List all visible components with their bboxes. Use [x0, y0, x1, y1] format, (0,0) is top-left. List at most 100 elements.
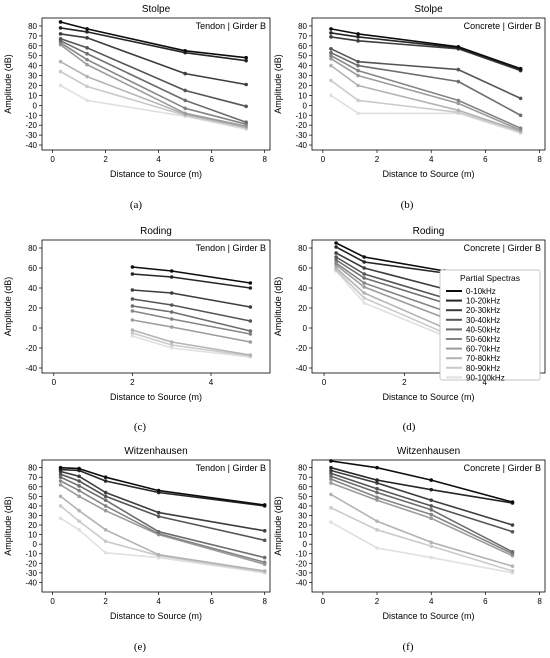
x-tick-label: 4 [156, 597, 161, 606]
data-point [429, 498, 434, 502]
y-axis-label: Amplitude (dB) [3, 54, 13, 114]
y-tick-label: 0 [33, 101, 38, 110]
series-line-90-100kHz [330, 521, 513, 574]
data-point [58, 494, 63, 499]
y-tick-label: 70 [28, 32, 37, 41]
x-tick-label: 0 [321, 155, 326, 164]
x-tick-label: 6 [483, 597, 488, 606]
x-tick-label: 2 [375, 155, 380, 164]
data-point [456, 98, 461, 103]
data-point [356, 68, 360, 73]
legend-box [439, 269, 541, 381]
data-point [156, 510, 161, 515]
y-axis-label: Amplitude (dB) [273, 496, 283, 556]
x-tick-label: 8 [262, 597, 267, 606]
data-point [510, 500, 515, 504]
y-tick-label: -40 [295, 141, 307, 150]
data-point [156, 529, 161, 534]
data-point [77, 484, 81, 488]
data-point [103, 550, 108, 555]
data-point [262, 528, 267, 533]
data-point [329, 477, 333, 481]
y-tick-label: -10 [295, 111, 307, 120]
data-point [85, 62, 89, 67]
data-point [329, 56, 333, 61]
axes-frame [311, 459, 546, 593]
data-point [375, 465, 379, 470]
data-point [262, 538, 267, 543]
data-point [85, 98, 89, 103]
y-tick-label: -40 [25, 364, 37, 373]
data-point [362, 291, 367, 295]
y-tick-label: 50 [298, 52, 307, 61]
series-line-0-10kHz [330, 28, 521, 70]
data-point [58, 504, 63, 508]
data-point [77, 528, 81, 532]
series-line-40-50kHz [330, 475, 513, 553]
data-point [58, 69, 63, 74]
data-point [169, 317, 174, 321]
annotation-label: Tendon | Girder B [196, 21, 266, 31]
y-tick-label: 10 [298, 91, 307, 100]
data-point [248, 319, 253, 323]
series-line-20-30kHz [330, 469, 513, 526]
x-tick-label: 2 [402, 378, 407, 387]
annotation-label: Concrete | Girder B [464, 243, 541, 253]
data-point [77, 479, 81, 483]
series-line-70-80kHz [330, 493, 513, 567]
data-point [248, 332, 253, 336]
series-line-20-30kHz [60, 33, 247, 86]
y-tick-label: 30 [298, 511, 307, 520]
data-point [58, 20, 63, 24]
chart-title: Witzenhausen [124, 446, 187, 457]
data-point [262, 503, 267, 507]
x-tick-label: 0 [50, 155, 55, 164]
legend-entry: 10-20kHz [466, 297, 500, 306]
data-point [77, 494, 81, 499]
data-point [248, 340, 253, 344]
series-line-70-80kHz [60, 61, 247, 128]
data-point [169, 346, 174, 350]
legend: Partial Spectras 0-10kHz10-20kHz20-30kHz3… [439, 269, 541, 382]
data-point [103, 504, 108, 508]
data-point [58, 483, 63, 487]
y-tick-label: -10 [25, 111, 37, 120]
series-line-0-10kHz [330, 460, 513, 503]
data-point [329, 465, 333, 470]
y-tick-label: 40 [298, 62, 307, 71]
annotation-label: Tendon | Girder B [196, 243, 266, 253]
y-tick-label: 20 [298, 81, 307, 90]
data-point [510, 523, 515, 527]
data-point [130, 265, 135, 269]
series-line-90-100kHz [60, 517, 265, 574]
panel-caption: (c) [134, 421, 147, 433]
x-tick-label: 8 [537, 597, 542, 606]
data-point [510, 564, 515, 568]
y-tick-label: 80 [28, 22, 37, 31]
y-tick-label: -20 [295, 121, 307, 130]
x-tick-label: 6 [483, 155, 488, 164]
axes-frame [41, 17, 271, 151]
y-tick-label: -30 [25, 131, 37, 140]
chart-panel-e: Witzenhausen Tendon | Girder B -40-30-20-1… [3, 446, 271, 621]
y-tick-label: 40 [298, 284, 307, 293]
data-point [262, 560, 267, 565]
series-group [58, 20, 248, 131]
data-point [156, 552, 161, 557]
y-tick-label: 60 [28, 483, 37, 492]
y-tick-label: 70 [298, 473, 307, 482]
data-point [362, 260, 367, 264]
data-point [356, 83, 360, 88]
data-point [329, 474, 333, 479]
y-tick-label: 60 [298, 483, 307, 492]
data-point [329, 50, 333, 55]
data-point [375, 490, 379, 495]
chart-title: Roding [413, 226, 445, 237]
data-point [77, 474, 81, 479]
series-line-20-30kHz [330, 36, 521, 72]
y-tick-label: 50 [28, 52, 37, 61]
data-point [130, 318, 135, 322]
data-point [362, 296, 367, 300]
data-point [103, 528, 108, 532]
data-point [58, 37, 63, 41]
